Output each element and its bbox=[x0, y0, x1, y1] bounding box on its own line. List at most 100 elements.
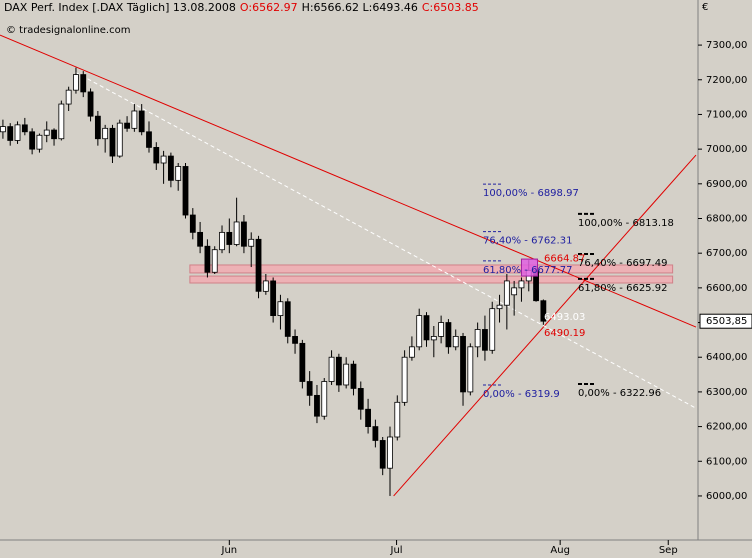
y-tick-label: 6400,00 bbox=[706, 352, 747, 363]
candle-body bbox=[401, 356, 408, 403]
candle-body bbox=[467, 346, 474, 393]
candle-body bbox=[335, 356, 342, 386]
candle-body bbox=[350, 363, 357, 389]
candle-body bbox=[167, 155, 174, 181]
candle-body bbox=[423, 315, 430, 341]
candle-body bbox=[43, 129, 50, 136]
fib-label: 76,40% - 6762.31 bbox=[483, 236, 572, 247]
candle-body bbox=[445, 322, 452, 348]
candle-body bbox=[160, 155, 167, 164]
fib-label: 61,80% - 6625.92 bbox=[578, 283, 667, 294]
candle-body bbox=[292, 336, 298, 344]
fib-label: 61,80% - 6677.77 bbox=[483, 265, 572, 276]
price-label: 6493.03 bbox=[544, 312, 585, 323]
candle-body bbox=[65, 89, 72, 105]
candle-body bbox=[36, 134, 43, 150]
y-tick-label: 6300,00 bbox=[706, 387, 747, 398]
fib-label: 100,00% - 6813.18 bbox=[578, 218, 674, 229]
candle-body bbox=[255, 238, 262, 292]
candle-body bbox=[219, 231, 225, 251]
currency: € bbox=[702, 2, 708, 13]
fib-label: 0,00% - 6319.9 bbox=[483, 389, 560, 400]
candle-body bbox=[94, 115, 101, 140]
candle-body bbox=[109, 127, 116, 157]
y-tick-label: 6800,00 bbox=[706, 213, 747, 224]
candle-body bbox=[7, 126, 14, 141]
candle-body bbox=[51, 129, 57, 140]
candle-body bbox=[241, 221, 247, 247]
y-tick-label: 6600,00 bbox=[706, 283, 747, 294]
candle-body bbox=[511, 287, 518, 296]
copyright: © tradesignalonline.com bbox=[6, 25, 130, 36]
candle-body bbox=[233, 221, 240, 245]
candle-body bbox=[14, 124, 21, 141]
x-tick-label: Jul bbox=[390, 545, 403, 556]
candle-body bbox=[226, 231, 233, 245]
candle-body bbox=[430, 336, 437, 341]
candle-body bbox=[58, 103, 65, 140]
candle-body bbox=[460, 336, 466, 393]
candle-body bbox=[204, 245, 211, 273]
candle-body bbox=[343, 363, 350, 386]
candle-body bbox=[73, 74, 79, 91]
candle-body bbox=[357, 388, 364, 410]
candle-body bbox=[153, 146, 160, 164]
trend-line bbox=[74, 71, 697, 409]
candle-body bbox=[299, 342, 306, 382]
candle-body bbox=[540, 300, 547, 322]
x-tick-label: Sep bbox=[659, 545, 678, 556]
candle-body bbox=[102, 127, 109, 140]
candle-body bbox=[328, 356, 335, 382]
candle-body bbox=[248, 238, 255, 247]
candle-body bbox=[496, 304, 503, 310]
candle-body bbox=[116, 122, 123, 157]
x-tick-label: Aug bbox=[550, 545, 570, 556]
header-open: O:6562.97 bbox=[239, 1, 298, 14]
candle-body bbox=[503, 280, 510, 306]
candle-body bbox=[80, 74, 87, 93]
price-label: 6664.87 bbox=[544, 253, 585, 264]
trend-line bbox=[393, 154, 697, 497]
candle-body bbox=[146, 131, 152, 148]
candle-body bbox=[306, 381, 313, 396]
candle-body bbox=[189, 214, 196, 233]
candle-body bbox=[452, 336, 459, 348]
fib-label: 100,00% - 6898.97 bbox=[483, 188, 579, 199]
fib-zone bbox=[189, 275, 674, 284]
candle-body bbox=[387, 436, 393, 469]
candle-body bbox=[438, 322, 445, 337]
highlight-box bbox=[520, 258, 539, 277]
y-tick-label: 6900,00 bbox=[706, 179, 747, 190]
candle-body bbox=[482, 329, 488, 351]
y-tick-label: 6000,00 bbox=[706, 491, 747, 502]
y-tick-label: 6700,00 bbox=[706, 248, 747, 259]
candle-body bbox=[518, 280, 525, 289]
candle-body bbox=[409, 346, 415, 358]
candle-body bbox=[321, 381, 328, 417]
last-price-label: 6503,85 bbox=[706, 316, 747, 327]
fib-zone bbox=[189, 264, 674, 274]
fib-label: 76,40% - 6697.49 bbox=[578, 258, 667, 269]
candle-body bbox=[124, 122, 130, 129]
y-tick-label: 7000,00 bbox=[706, 144, 747, 155]
y-tick-label: 7300,00 bbox=[706, 40, 747, 51]
y-tick-label: 7100,00 bbox=[706, 109, 747, 120]
candle-body bbox=[138, 110, 145, 133]
candle-body bbox=[372, 426, 379, 441]
fib-label: 0,00% - 6322.96 bbox=[578, 388, 661, 399]
candle-body bbox=[87, 91, 94, 117]
x-tick-label: Jun bbox=[221, 545, 238, 556]
price-label: 6490.19 bbox=[544, 328, 585, 339]
candle-body bbox=[270, 280, 277, 317]
candle-body bbox=[314, 394, 320, 417]
candle-body bbox=[182, 166, 189, 216]
candle-body bbox=[277, 301, 284, 317]
candle-body bbox=[197, 231, 204, 247]
candle-body bbox=[29, 131, 36, 150]
last-price-box bbox=[699, 313, 752, 329]
candle-body bbox=[211, 249, 218, 273]
candle-body bbox=[379, 440, 386, 469]
candle-body bbox=[416, 315, 423, 348]
header-high-low: H:6566.62 L:6493.46 bbox=[301, 1, 418, 14]
